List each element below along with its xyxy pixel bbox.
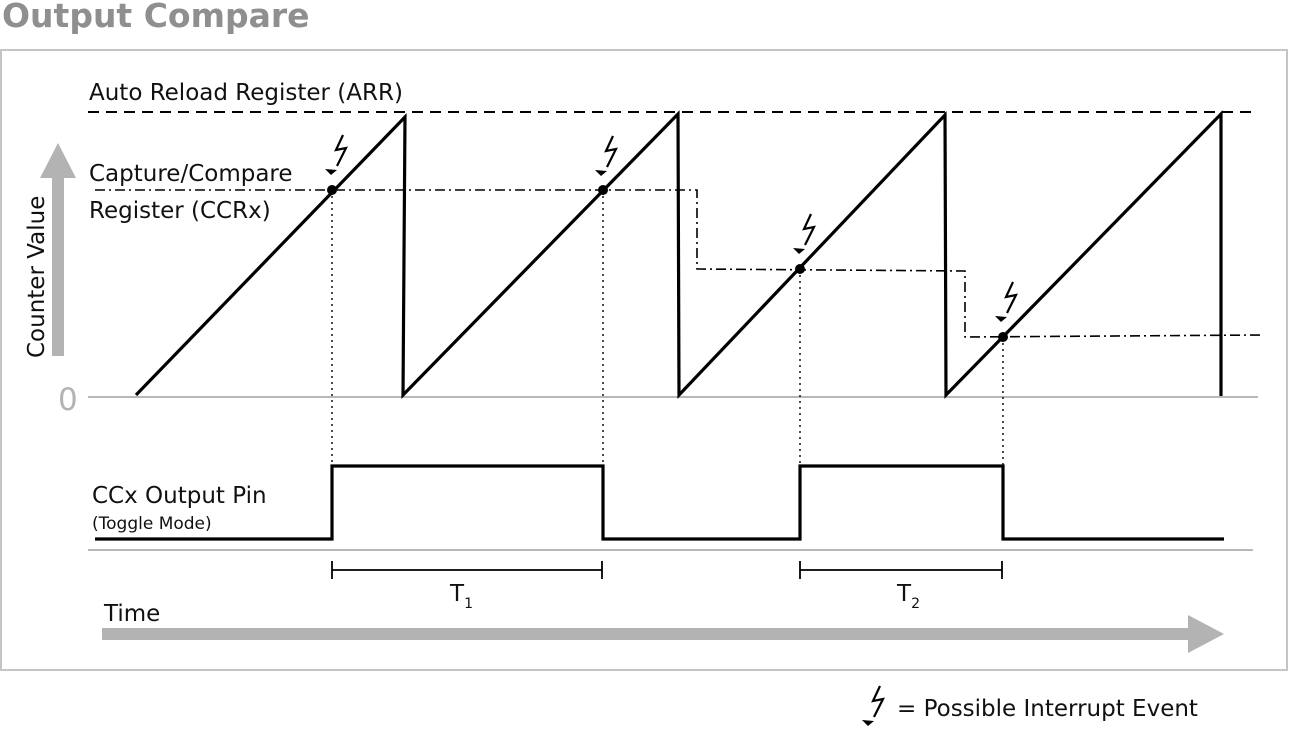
interrupt-bolt-icon [793,212,816,254]
compare-match-point-1 [327,185,337,195]
t1-bracket [331,561,603,579]
counter-value-label: Counter Value [24,196,50,358]
zero-label: 0 [58,382,78,418]
ccr-label-line2: Register (CCRx) [89,198,271,224]
vertical-guides [331,196,1004,466]
compare-match-point-3 [795,264,805,274]
counter-value-arrow [40,143,76,356]
t1-label: T1 [449,581,473,612]
output-pin-label: CCx Output Pin [92,483,267,509]
output-pin-waveform [95,464,1224,541]
interrupt-bolt-icon [325,133,348,175]
ccr-label-line1: Capture/Compare [89,161,293,187]
time-arrow [102,615,1224,653]
interrupt-bolt-icon [595,134,618,176]
toggle-mode-label: (Toggle Mode) [92,514,212,534]
t2-label: T2 [896,581,920,612]
legend-text: = Possible Interrupt Event [897,696,1198,722]
interrupt-bolt-icon [995,280,1018,322]
compare-match-point-2 [598,185,608,195]
diagram-frame [0,49,1288,671]
compare-match-point-4 [998,332,1008,342]
diagram-title: Output Compare [2,0,310,35]
time-label: Time [103,601,160,627]
arr-label: Auto Reload Register (ARR) [89,80,403,106]
counter-sawtooth [134,110,1223,399]
ccr-dashdot-line [95,189,1263,338]
t2-bracket [799,561,1003,579]
lightning-bolt-icon [862,684,885,726]
